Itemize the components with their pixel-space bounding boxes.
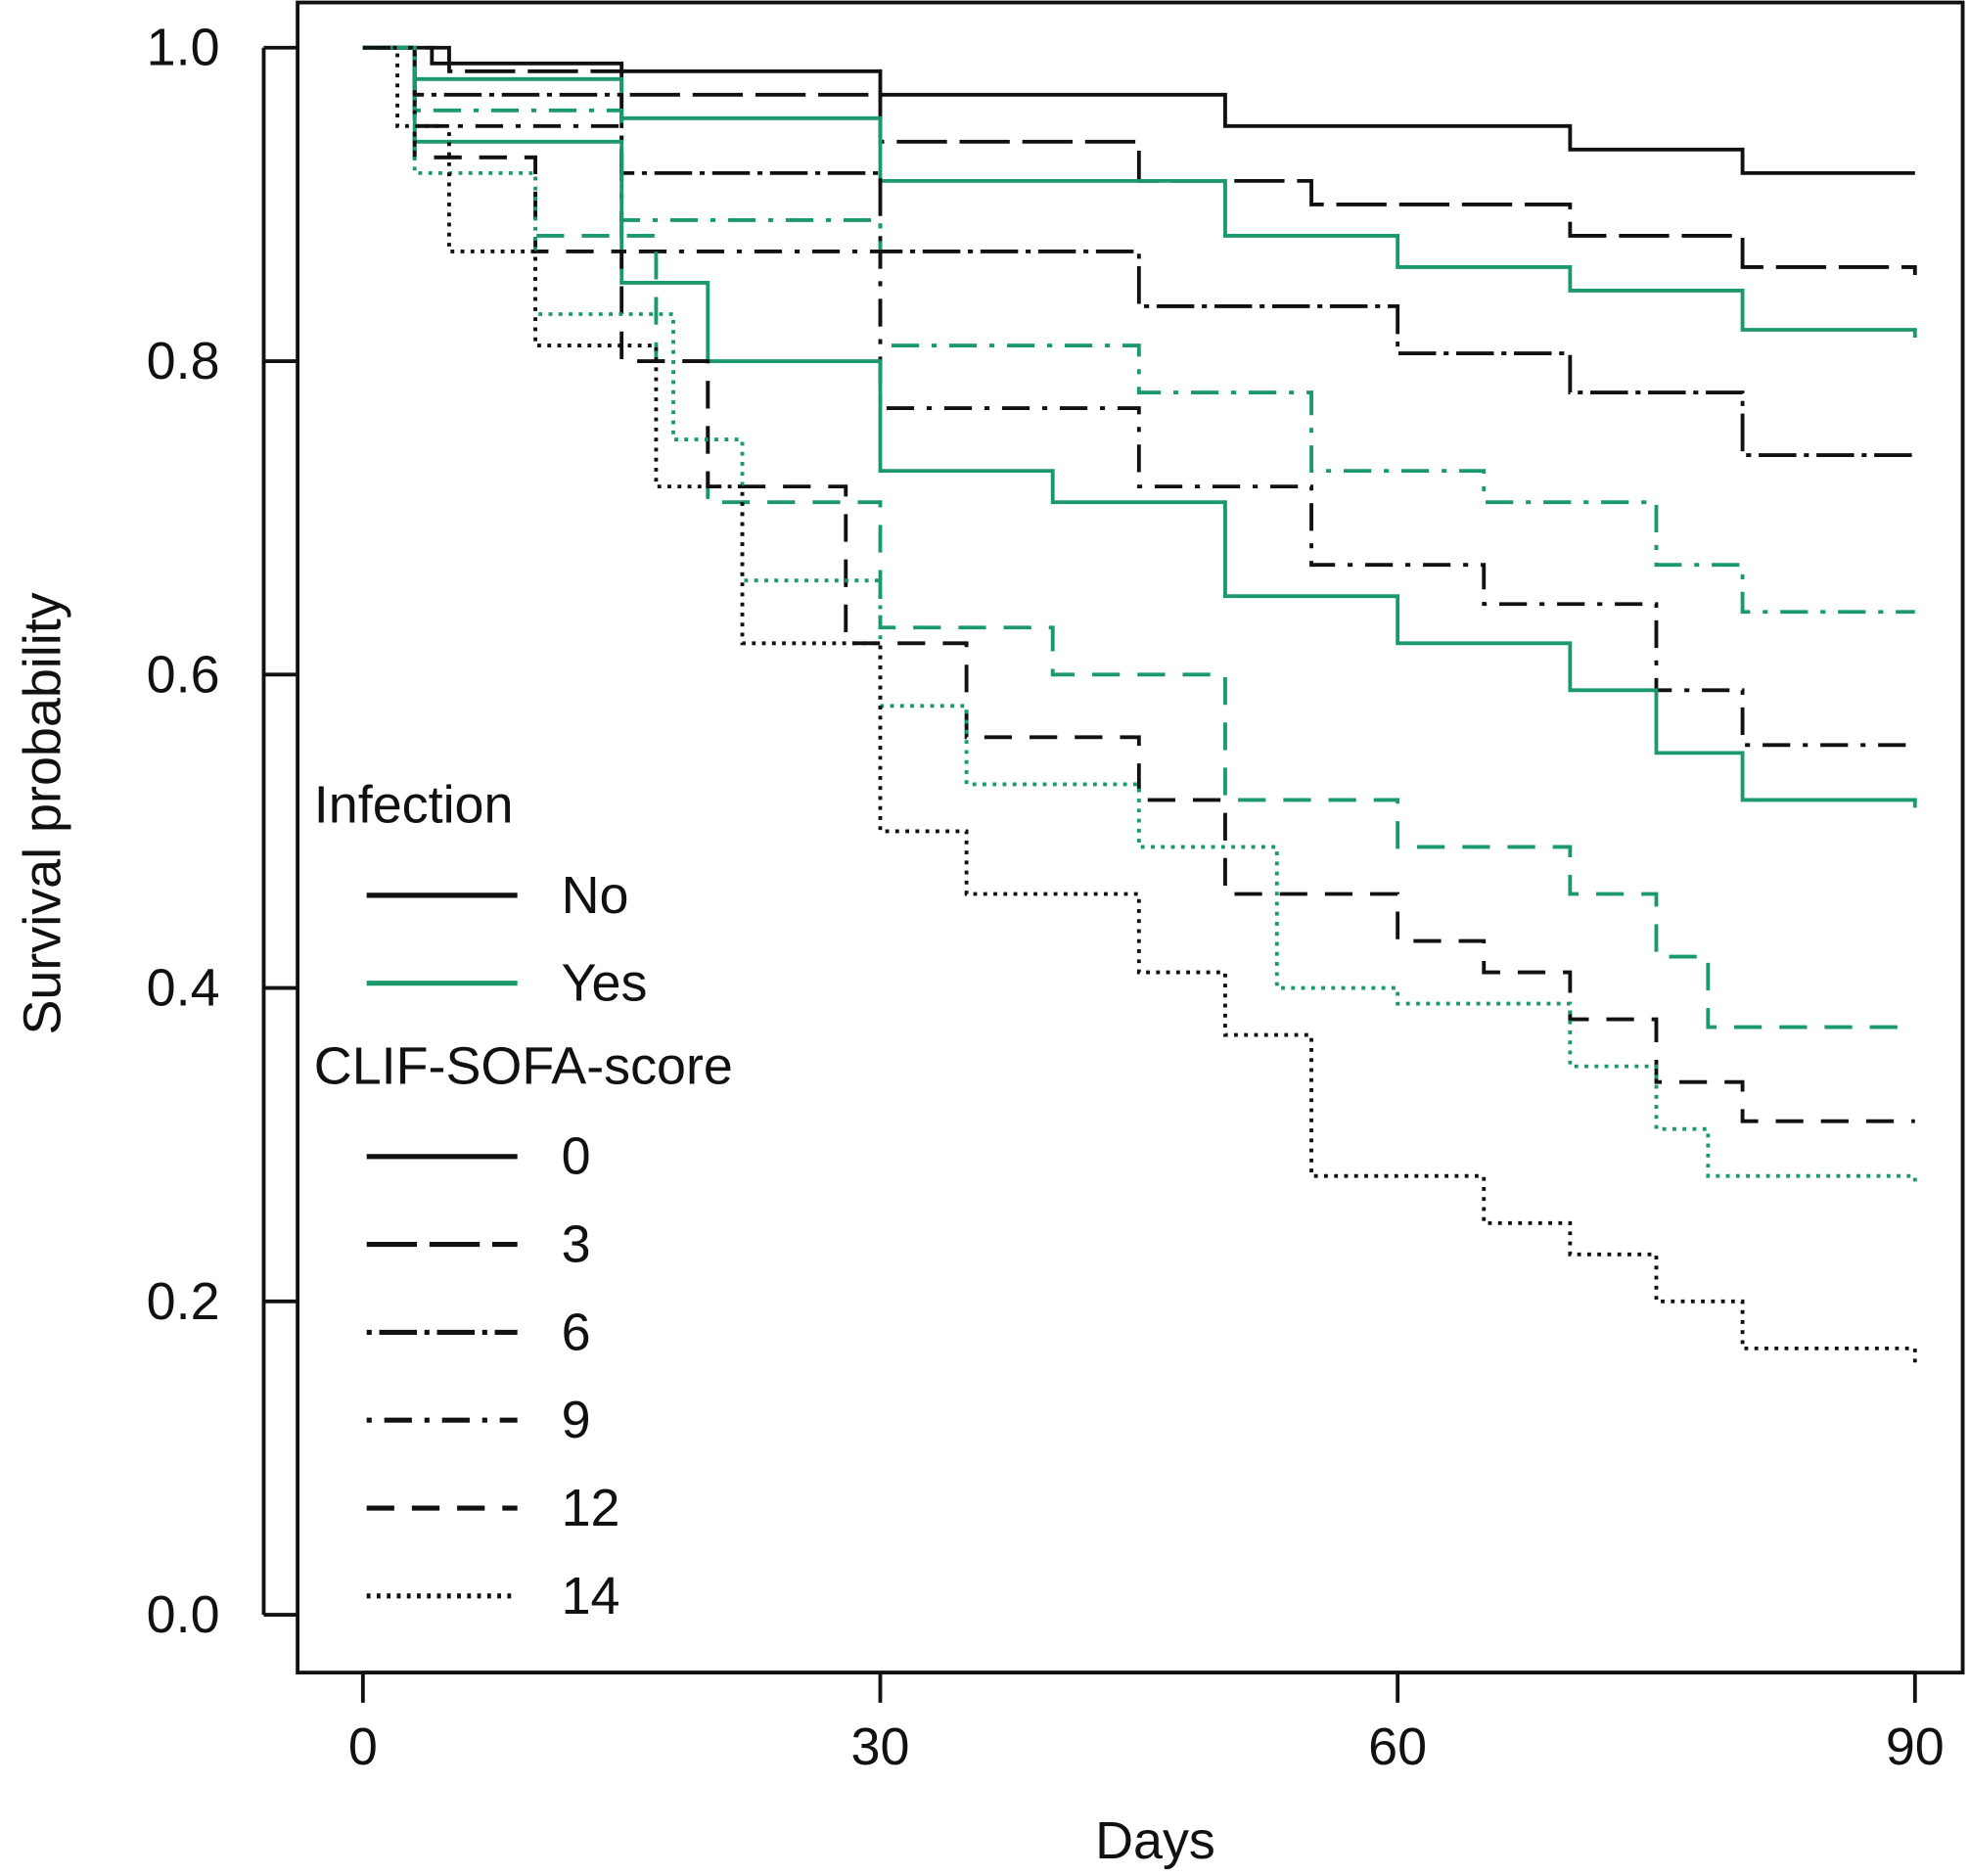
legend-entry-label: 0 (562, 1127, 591, 1186)
y-axis-label: Survival probability (14, 592, 72, 1034)
x-axis-label: Days (1095, 1811, 1215, 1870)
survival-curve-9 (362, 45, 1917, 1184)
survival-curve-5 (362, 45, 1915, 748)
x-tick-label: 0 (348, 1717, 378, 1776)
survival-curve-8 (362, 45, 1915, 1123)
survival-curve-3 (362, 45, 1915, 458)
legend-entry-label: 6 (562, 1303, 591, 1361)
x-tick-label: 60 (1368, 1717, 1427, 1776)
legend-entry-label: 12 (562, 1479, 620, 1537)
legend-entry-label: 9 (562, 1391, 591, 1449)
x-axis: 0 30 60 90 (348, 1670, 1945, 1776)
survival-curve-7 (362, 45, 1915, 1030)
legend: Infection No Yes CLIF-SOFA-score 0 3 6 9 12 14 (314, 775, 733, 1624)
y-tick-label: 0.2 (147, 1272, 220, 1331)
legend-entry-label: 3 (562, 1215, 591, 1274)
legend-title: Infection (314, 775, 514, 834)
curves (362, 45, 1917, 1364)
y-tick-label: 0.0 (147, 1585, 220, 1644)
y-tick-label: 0.6 (147, 645, 220, 704)
legend-entry-label: 14 (562, 1567, 620, 1625)
survival-curve-4 (362, 45, 1915, 615)
y-tick-label: 0.4 (147, 959, 220, 1018)
y-tick-label: 0.8 (147, 332, 220, 390)
survival-curve-0 (362, 45, 1915, 175)
survival-curve-6 (362, 45, 1917, 808)
survival-curve-1 (362, 45, 1917, 275)
y-tick-label: 1.0 (147, 19, 220, 77)
y-axis: 0.0 0.2 0.4 0.6 0.8 1.0 (147, 19, 298, 1644)
survival-curve-2 (362, 45, 1917, 339)
x-tick-label: 30 (851, 1717, 910, 1776)
legend-entry-label: No (562, 866, 629, 925)
legend-title: CLIF-SOFA-score (314, 1036, 733, 1095)
x-tick-label: 90 (1886, 1717, 1945, 1776)
legend-entry-label: Yes (562, 954, 648, 1013)
survival-curve-10 (362, 45, 1917, 1364)
